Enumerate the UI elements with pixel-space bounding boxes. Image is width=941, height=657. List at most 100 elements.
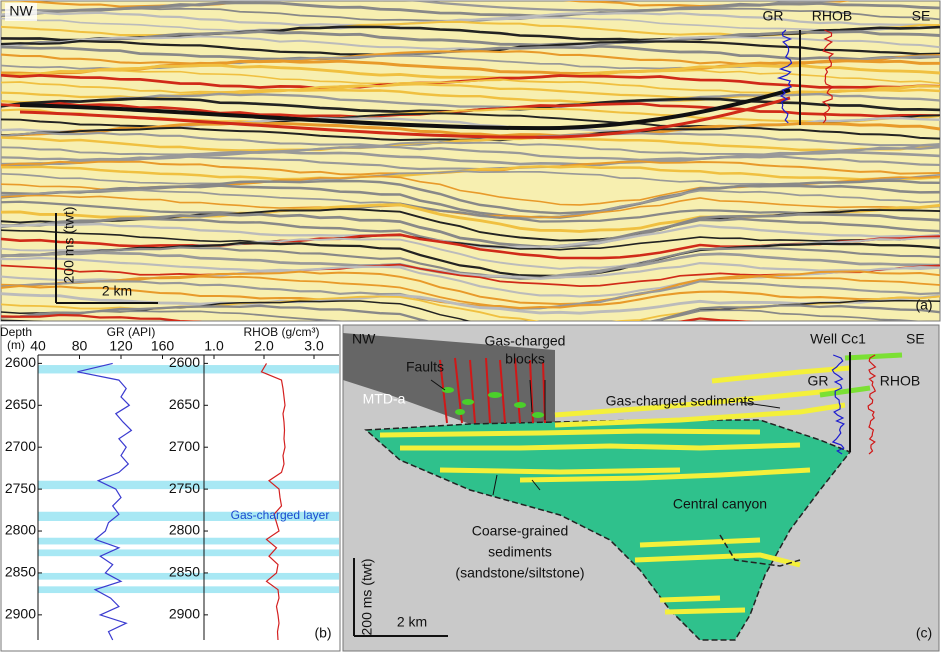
- x-tick-label: 3.0: [304, 338, 324, 354]
- x-tick-label: 40: [30, 338, 46, 354]
- gas-block: [442, 387, 454, 393]
- scale-label: 2 km: [102, 283, 132, 299]
- gas-layer-band: [38, 549, 339, 557]
- coarse-label: Coarse-grained: [472, 523, 569, 539]
- well-logs: 40 80 120 1602600265027002750280028502900GR…: [0, 325, 339, 641]
- reflection: [1, 16, 940, 32]
- fault: [485, 357, 491, 424]
- gr-label: GR: [808, 373, 829, 389]
- gas-block: [462, 399, 474, 405]
- scale-label: 200 ms (twt): [61, 206, 77, 283]
- gas-sand: [554, 387, 841, 418]
- y-tick-label: 2800: [169, 522, 200, 538]
- y-tick-label: 2600: [169, 354, 200, 370]
- label-box: [5, 3, 37, 21]
- gas-sand: [819, 385, 871, 398]
- x-tick-label: 1.0: [204, 338, 224, 354]
- reflection: [1, 121, 940, 138]
- panel-label: (a): [915, 297, 932, 313]
- reflection: [1, 246, 940, 280]
- y-tick-label: 2900: [5, 606, 36, 622]
- reflection: [1, 63, 940, 80]
- gas-layer-band: [38, 586, 339, 594]
- gas-sediments-label: Gas-charged sediments: [606, 393, 755, 409]
- gas-blocks: [442, 387, 544, 418]
- scale-label: 2 km: [397, 614, 427, 630]
- gas-layer-band: [38, 365, 339, 374]
- reflection: [1, 229, 940, 251]
- y-tick-label: 2900: [169, 606, 200, 622]
- scale-label: 200 ms (twt): [359, 558, 375, 635]
- sand-layer: [379, 428, 761, 438]
- reflection: [1, 212, 940, 249]
- well-curve: [776, 29, 793, 124]
- panel-label: (c): [916, 625, 932, 641]
- mtd-label: MTD-a: [363, 391, 406, 407]
- y-tick-label: 2650: [5, 396, 36, 412]
- reflection: [19, 96, 791, 139]
- x-tick-label: 120: [109, 338, 133, 354]
- gr-label: GR: [763, 8, 784, 24]
- x-tick-label: 80: [72, 338, 88, 354]
- reflection: [1, 35, 940, 51]
- sand-layer: [659, 595, 721, 603]
- fault: [514, 357, 521, 424]
- gas-block: [488, 392, 502, 398]
- gas-layer-band: [38, 480, 339, 490]
- reflection: [19, 88, 791, 131]
- well-curve: [821, 29, 835, 124]
- gas-blocks-label: Gas-charged: [485, 333, 566, 349]
- log-curve: [77, 362, 133, 641]
- se-label: SE: [906, 331, 925, 347]
- nw-label: NW: [352, 331, 376, 347]
- reflection: [1, 1, 940, 18]
- gas-block: [514, 402, 526, 408]
- gas-layer-band: [38, 572, 339, 580]
- sand-layer: [664, 607, 746, 615]
- sand-layer: [634, 552, 801, 568]
- mtd-body: [343, 333, 555, 424]
- reflection: [1, 200, 940, 223]
- annotation: Gas-charged layer: [231, 508, 330, 522]
- well-curve: [867, 354, 877, 455]
- gas-layer-band: [38, 537, 339, 545]
- sand-layer: [519, 467, 811, 483]
- y-tick-label: 2650: [169, 396, 200, 412]
- y-tick-label: 2700: [5, 438, 36, 454]
- y-tick-label: 2750: [169, 480, 200, 496]
- nw-label: NW: [9, 3, 33, 19]
- reflection: [1, 136, 940, 153]
- y-axis-title: Depth: [0, 325, 32, 339]
- y-axis-title: (m): [7, 338, 25, 352]
- reflection: [1, 275, 940, 310]
- x-tick-label: 2.0: [254, 338, 274, 354]
- fault: [469, 359, 476, 424]
- gas-blocks-label: blocks: [505, 351, 545, 367]
- faults-label: Faults: [406, 359, 444, 375]
- gas-block: [532, 412, 544, 418]
- sand-layer: [439, 467, 681, 475]
- canyon-boundary: [719, 534, 801, 567]
- reflection: [1, 155, 940, 171]
- reflection: [1, 304, 940, 321]
- sand-layer: [639, 537, 761, 548]
- reflection: [1, 184, 940, 219]
- fault: [529, 359, 534, 424]
- reflection: [1, 92, 940, 109]
- y-tick-label: 2700: [169, 438, 200, 454]
- sand-layer: [400, 442, 801, 451]
- x-tick-label: 160: [151, 338, 175, 354]
- fault: [499, 359, 506, 424]
- y-tick-label: 2850: [5, 564, 36, 580]
- faults: [439, 357, 546, 424]
- y-tick-label: 2850: [169, 564, 200, 580]
- y-tick-label: 2600: [5, 354, 36, 370]
- canyon-label: Central canyon: [673, 496, 767, 512]
- coarse-label: sediments: [488, 544, 552, 560]
- leader-lines: [430, 379, 781, 496]
- reflection: [1, 256, 940, 280]
- coarse-label: (sandstone/siltstone): [455, 565, 584, 581]
- y-tick-label: 2800: [5, 522, 36, 538]
- gas-block: [455, 409, 465, 415]
